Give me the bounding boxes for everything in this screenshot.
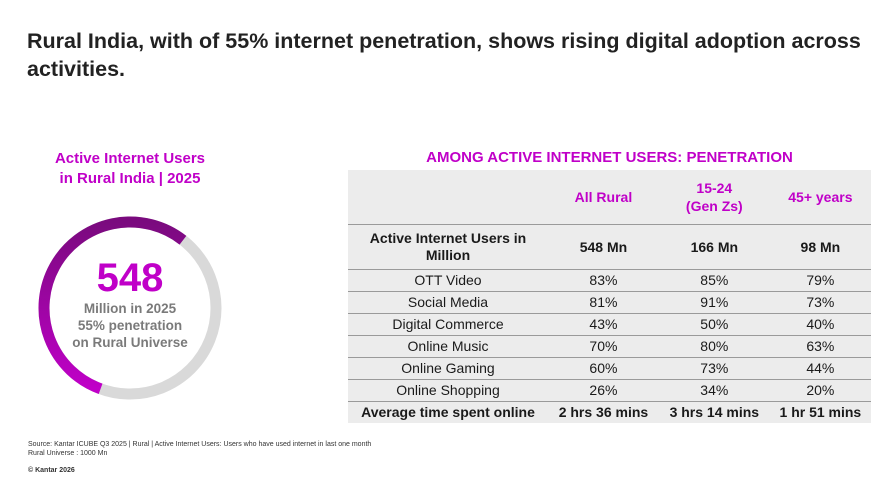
row-label: Active Internet Users in Million [348,225,548,270]
cell-genz: 91% [659,292,770,314]
source-line1: Source: Kantar ICUBE Q3 2025 | Rural | A… [28,440,371,449]
header-genz-line2: (Gen Zs) [660,197,769,215]
cell-all-rural: 43% [548,314,659,336]
left-panel-heading: Active Internet Users in Rural India | 2… [40,149,220,189]
cell-45-plus: 63% [770,336,871,358]
cell-45-plus: 79% [770,270,871,292]
table-row: Social Media 81% 91% 73% [348,292,871,314]
source-line2: Rural Universe : 1000 Mn [28,449,371,458]
cell-all-rural: 81% [548,292,659,314]
table-header-row: All Rural 15-24 (Gen Zs) 45+ years [348,170,871,225]
left-heading-line2: in Rural India | 2025 [40,169,220,189]
cell-all-rural: 60% [548,358,659,380]
header-45-plus: 45+ years [770,170,871,225]
cell-45-plus: 20% [770,380,871,402]
cell-genz: 85% [659,270,770,292]
cell-all-rural: 548 Mn [548,225,659,270]
left-heading-line1: Active Internet Users [40,149,220,169]
header-genz-line1: 15-24 [660,179,769,197]
row-label: Online Music [348,336,548,358]
copyright: © Kantar 2026 [28,467,75,474]
cell-all-rural: 26% [548,380,659,402]
donut-center-text: 548 Million in 2025 55% penetration on R… [54,256,206,351]
row-label: Digital Commerce [348,314,548,336]
row-label: Online Gaming [348,358,548,380]
cell-genz: 166 Mn [659,225,770,270]
page-title: Rural India, with of 55% internet penetr… [27,27,867,83]
row-label: Social Media [348,292,548,314]
cell-45-plus: 98 Mn [770,225,871,270]
row-label: Average time spent online [348,402,548,424]
table-row: Active Internet Users in Million 548 Mn … [348,225,871,270]
cell-45-plus: 40% [770,314,871,336]
cell-genz: 80% [659,336,770,358]
cell-genz: 50% [659,314,770,336]
cell-genz: 3 hrs 14 mins [659,402,770,424]
cell-45-plus: 44% [770,358,871,380]
cell-all-rural: 83% [548,270,659,292]
header-all-rural: All Rural [548,170,659,225]
cell-45-plus: 73% [770,292,871,314]
table-row: Average time spent online 2 hrs 36 mins … [348,402,871,424]
row-label: Online Shopping [348,380,548,402]
penetration-table: All Rural 15-24 (Gen Zs) 45+ years Activ… [348,170,871,423]
donut-sub-line3: on Rural Universe [54,334,206,351]
table-heading: AMONG ACTIVE INTERNET USERS: PENETRATION [348,149,871,167]
table-row: Online Gaming 60% 73% 44% [348,358,871,380]
donut-sub-line2: 55% penetration [54,317,206,334]
users-label-line2: Million [348,247,548,264]
header-empty [348,170,548,225]
source-note: Source: Kantar ICUBE Q3 2025 | Rural | A… [28,440,371,458]
cell-45-plus: 1 hr 51 mins [770,402,871,424]
donut-sub-line1: Million in 2025 [54,300,206,317]
table-row: Online Music 70% 80% 63% [348,336,871,358]
cell-genz: 34% [659,380,770,402]
users-label-line1: Active Internet Users in [348,230,548,247]
header-genz: 15-24 (Gen Zs) [659,170,770,225]
row-label: OTT Video [348,270,548,292]
cell-all-rural: 2 hrs 36 mins [548,402,659,424]
cell-all-rural: 70% [548,336,659,358]
table-row: OTT Video 83% 85% 79% [348,270,871,292]
cell-genz: 73% [659,358,770,380]
table-row: Online Shopping 26% 34% 20% [348,380,871,402]
table-row: Digital Commerce 43% 50% 40% [348,314,871,336]
big-number: 548 [54,256,206,300]
